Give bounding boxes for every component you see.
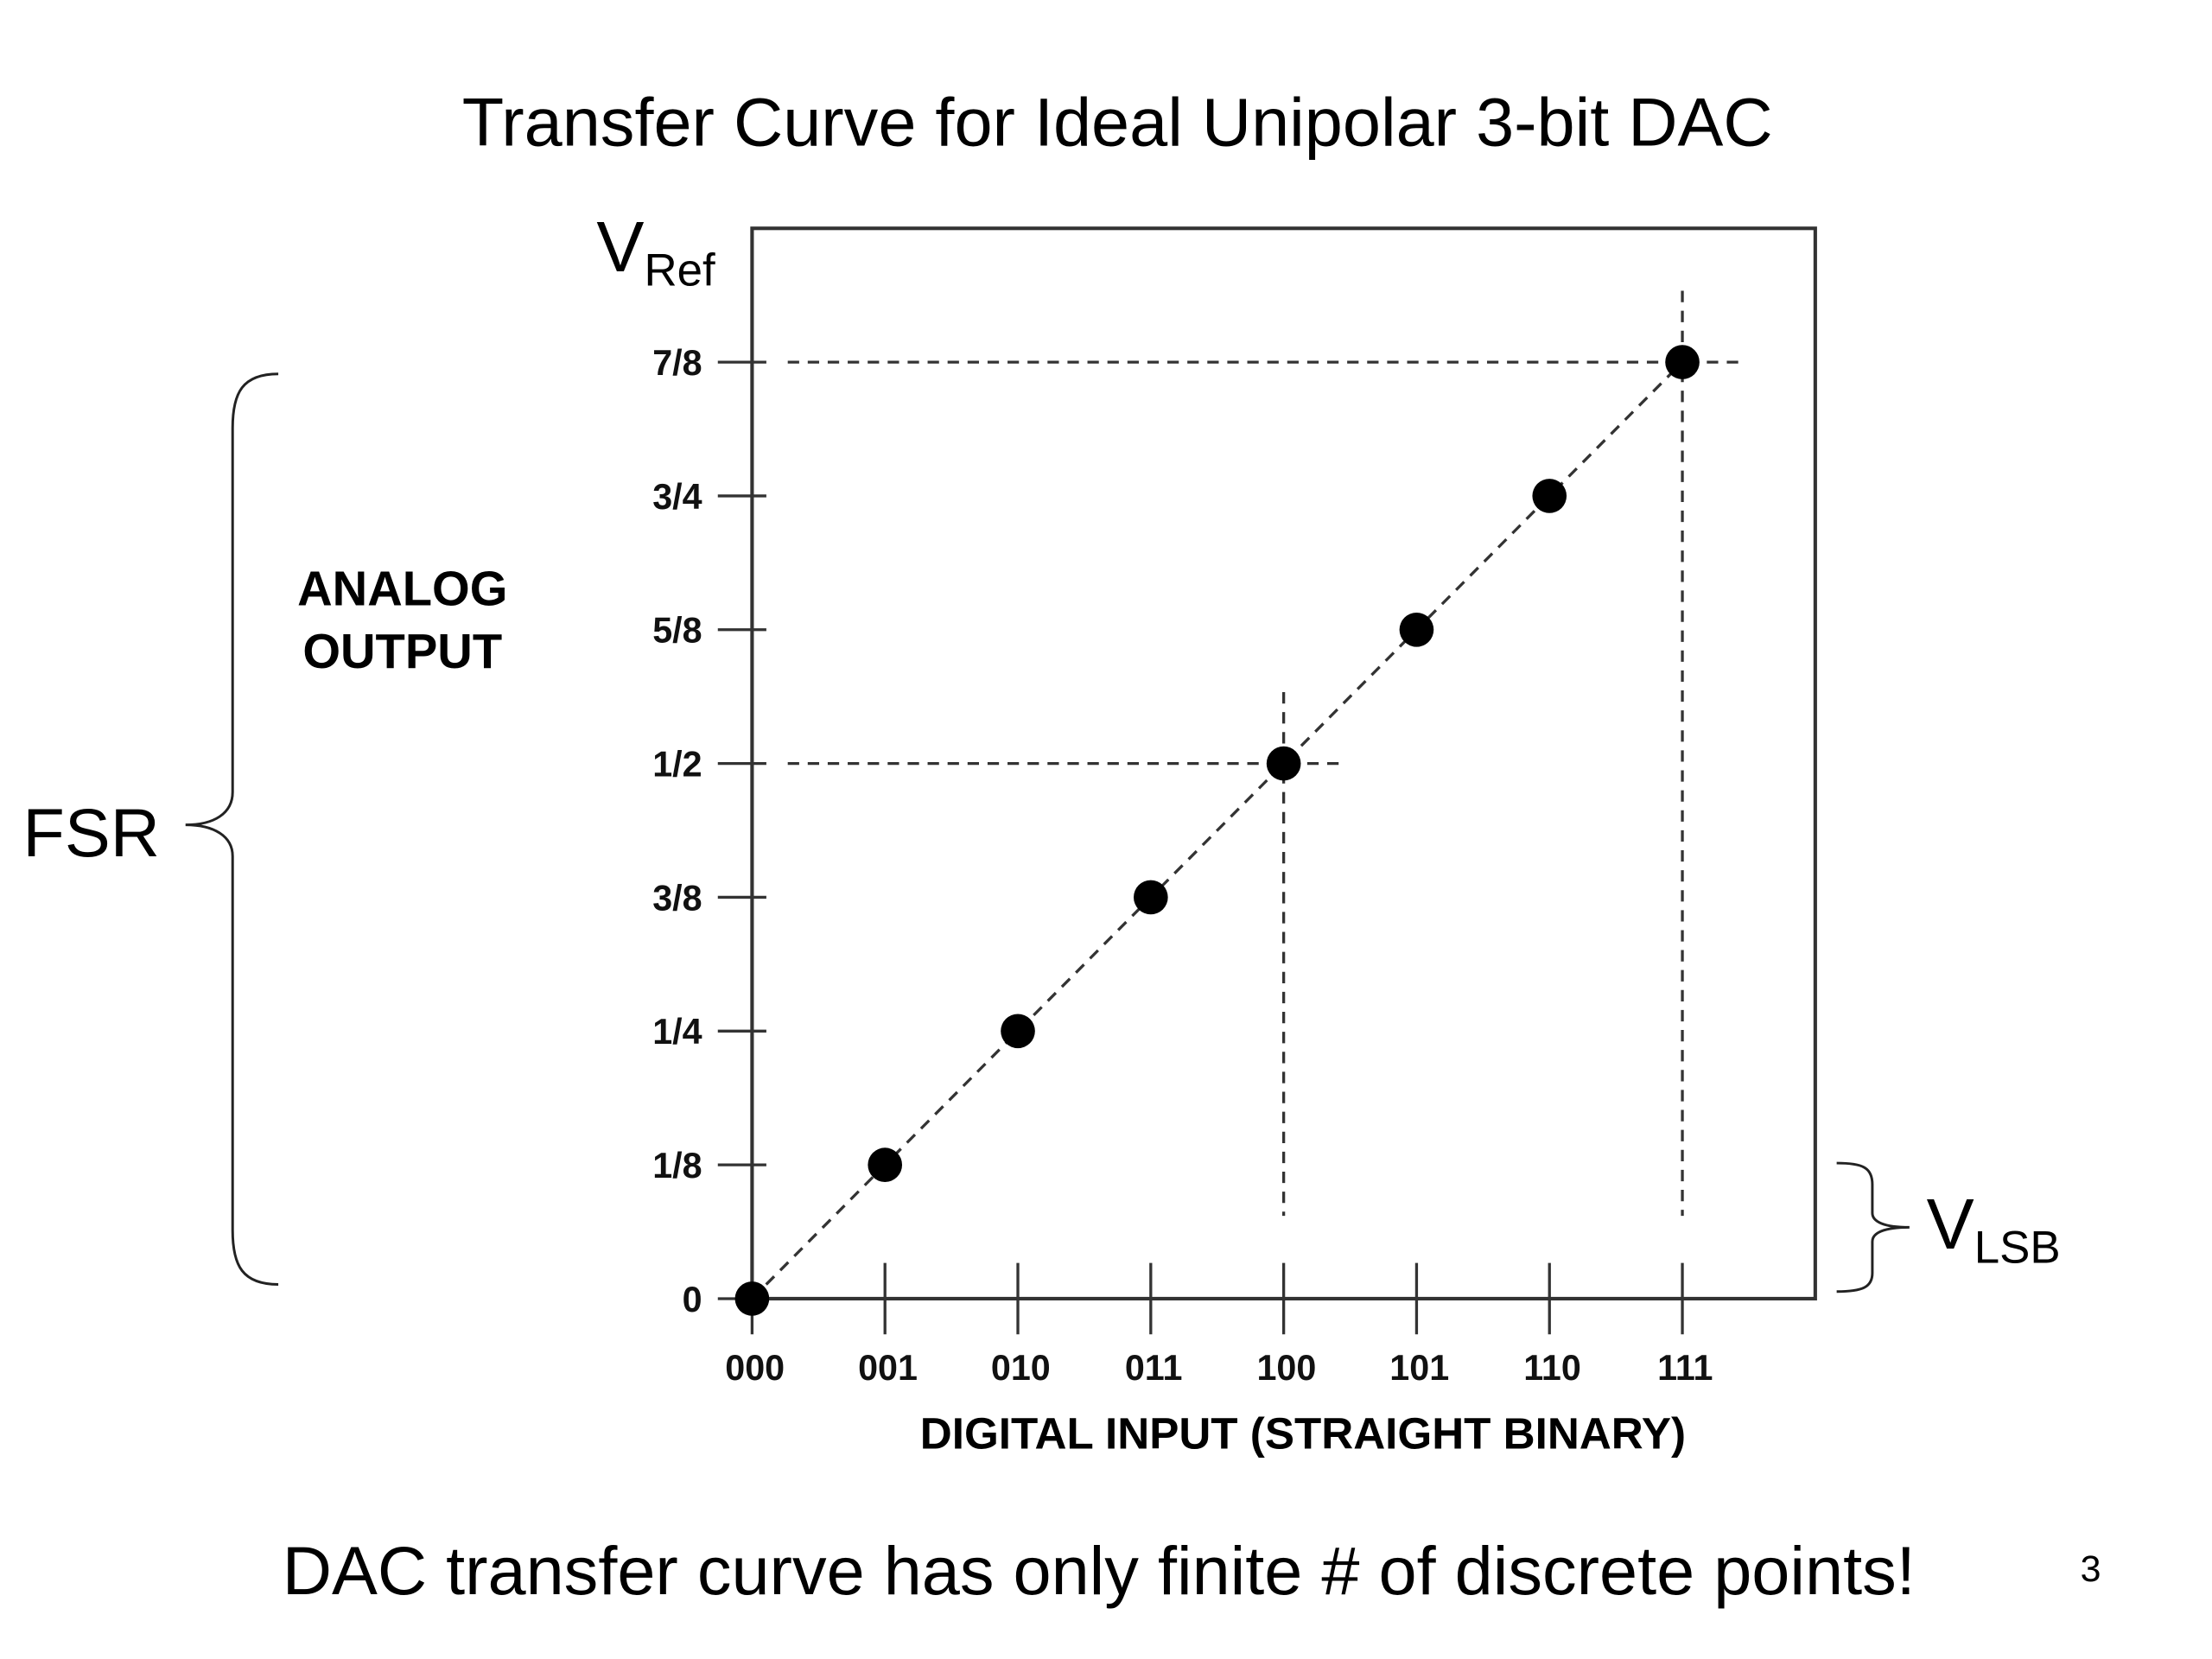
y-tick-label: 7/8 — [652, 343, 702, 383]
y-tick-label: 1/8 — [652, 1146, 702, 1185]
page-number: 3 — [2081, 1548, 2101, 1590]
x-tick-label: 111 — [1657, 1348, 1713, 1388]
data-point — [734, 1281, 770, 1316]
x-tick-label: 010 — [991, 1348, 1051, 1388]
data-point — [1399, 612, 1434, 647]
x-tick-label: 101 — [1389, 1348, 1449, 1388]
y-axis-label: OUTPUT — [302, 624, 502, 678]
y-tick-label: 1/4 — [652, 1012, 702, 1052]
y-tick-label: 1/2 — [652, 744, 702, 784]
y-tick-label: 5/8 — [652, 611, 702, 651]
fsr-label: FSR — [22, 794, 160, 871]
data-point — [1532, 479, 1567, 513]
x-tick-label: 110 — [1523, 1348, 1581, 1388]
trend-line — [751, 360, 1684, 1300]
vref-label: VRef — [596, 207, 715, 296]
fsr-brace — [185, 372, 279, 1286]
data-point — [1001, 1014, 1035, 1049]
data-point — [1134, 880, 1168, 915]
vlsb-main: V — [1927, 1185, 1974, 1264]
vref-main: V — [596, 207, 644, 287]
vlsb-brace — [1836, 1161, 1910, 1294]
data-point — [1266, 746, 1301, 781]
y-tick-label: 3/4 — [652, 477, 702, 517]
vref-sub: Ref — [644, 245, 715, 296]
x-axis-label: DIGITAL INPUT (STRAIGHT BINARY) — [920, 1408, 1686, 1458]
x-tick-label: 100 — [1256, 1348, 1316, 1388]
x-tick-label: 000 — [725, 1348, 785, 1388]
chart-title: Transfer Curve for Ideal Unipolar 3-bit … — [462, 83, 1773, 160]
data-point — [868, 1147, 903, 1182]
y-tick-label: 0 — [683, 1280, 702, 1319]
y-tick-label: 3/8 — [652, 878, 702, 918]
footer-text: DAC transfer curve has only finite # of … — [283, 1532, 1916, 1609]
x-tick-label: 001 — [858, 1348, 918, 1388]
x-tick-label: 011 — [1125, 1348, 1183, 1388]
y-axis-label: ANALOG — [297, 561, 507, 615]
data-point — [1665, 345, 1700, 379]
vlsb-label: VLSB — [1927, 1185, 2061, 1274]
vlsb-sub: LSB — [1974, 1223, 2061, 1274]
